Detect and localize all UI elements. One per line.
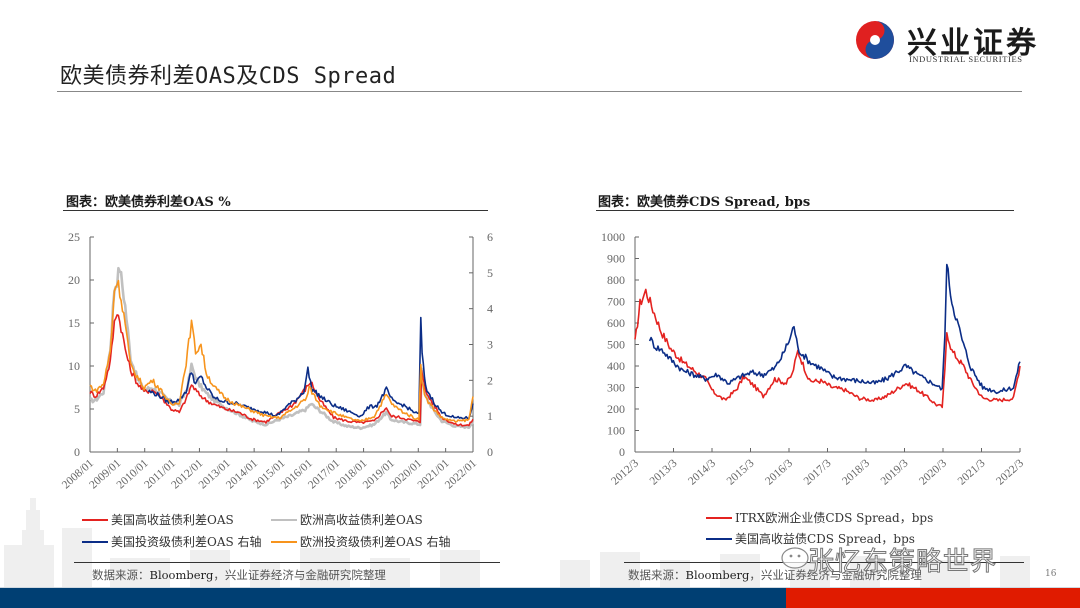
y-tick-label-right: 4 bbox=[487, 302, 493, 316]
footer-divider bbox=[0, 587, 1080, 588]
legend-swatch bbox=[271, 518, 297, 521]
y-tick-label-left: 10 bbox=[68, 359, 80, 373]
y-tick-label-left: 0 bbox=[619, 445, 625, 459]
source-prefix: 数据来源： bbox=[628, 568, 686, 582]
source-org: Bloomberg bbox=[149, 568, 214, 582]
series-line-2 bbox=[89, 314, 474, 427]
x-tick-label: 2013/3 bbox=[648, 457, 680, 487]
city-skyline-decoration bbox=[4, 498, 1030, 588]
x-tick-label: 2022/01 bbox=[443, 457, 479, 491]
y-tick-label-left: 500 bbox=[607, 338, 625, 352]
legend-swatch bbox=[706, 516, 732, 519]
legend-swatch bbox=[706, 537, 732, 540]
charts-canvas: 051015202501234562008/012009/012010/0120… bbox=[60, 230, 1026, 491]
legend-item-us-ig-oas: 美国投资级债利差OAS 右轴 bbox=[82, 533, 262, 550]
series-line-2 bbox=[648, 263, 1021, 395]
left-source-rule bbox=[74, 562, 500, 563]
logo-name-en: INDUSTRIAL SECURITIES bbox=[909, 54, 1023, 64]
title-divider bbox=[57, 91, 1022, 92]
y-tick-label-right: 5 bbox=[487, 266, 493, 280]
series-line-1 bbox=[634, 288, 1021, 409]
cds-chart-title: 图表：欧美债券CDS Spread, bps bbox=[598, 195, 811, 210]
y-tick-label-left: 200 bbox=[607, 402, 625, 416]
legend-item-eu-ig-oas: 欧洲投资级债利差OAS 右轴 bbox=[271, 533, 451, 550]
footer-bar-blue bbox=[0, 588, 786, 608]
left-data-source: 数据来源：Bloomberg，兴业证券经济与金融研究院整理 bbox=[92, 567, 386, 583]
x-tick-label: 2022/3 bbox=[994, 457, 1026, 487]
company-logo: 兴业证券 INDUSTRIAL SECURITIES bbox=[855, 18, 1070, 68]
x-tick-label: 2015/3 bbox=[725, 457, 757, 487]
legend-label: 欧洲高收益债利差OAS bbox=[300, 513, 423, 527]
logo-swirl-icon bbox=[856, 21, 894, 59]
footer-bar-red bbox=[786, 588, 1080, 608]
y-tick-label-left: 15 bbox=[68, 316, 80, 330]
y-tick-label-left: 25 bbox=[68, 230, 80, 244]
source-prefix: 数据来源： bbox=[92, 568, 150, 582]
y-tick-label-left: 1000 bbox=[601, 230, 625, 244]
x-tick-label: 2020/3 bbox=[917, 457, 949, 487]
wechat-icon bbox=[781, 547, 809, 569]
y-tick-label-right: 3 bbox=[487, 338, 493, 352]
watermark-text: 张忆东策略世界 bbox=[807, 547, 998, 578]
source-org: Bloomberg bbox=[685, 568, 750, 582]
y-tick-label-left: 300 bbox=[607, 381, 625, 395]
legend-swatch bbox=[82, 518, 108, 521]
oas-chart-title-rule bbox=[63, 210, 488, 211]
y-tick-label-left: 0 bbox=[74, 445, 80, 459]
oas-chart-title: 图表：欧美债券利差OAS % bbox=[66, 195, 231, 210]
x-tick-label: 2017/3 bbox=[802, 457, 834, 487]
x-tick-label: 2018/3 bbox=[840, 457, 872, 487]
legend-label: 美国高收益债利差OAS bbox=[111, 513, 234, 527]
y-tick-label-left: 400 bbox=[607, 359, 625, 373]
source-suffix: ，兴业证券经济与金融研究院整理 bbox=[749, 568, 922, 582]
x-tick-label: 2016/3 bbox=[763, 457, 795, 487]
y-tick-label-right: 1 bbox=[487, 409, 493, 423]
y-tick-label-left: 5 bbox=[74, 402, 80, 416]
legend-item-us-hy-oas: 美国高收益债利差OAS bbox=[82, 511, 234, 528]
y-tick-label-left: 100 bbox=[607, 424, 625, 438]
logo-name-cn: 兴业证券 bbox=[907, 26, 1039, 61]
series-line-4 bbox=[89, 279, 474, 423]
legend-label: 欧洲投资级债利差OAS 右轴 bbox=[300, 535, 451, 549]
legend-item-itrx-cds: ITRX欧洲企业债CDS Spread，bps bbox=[706, 509, 933, 526]
y-tick-label-right: 0 bbox=[487, 445, 493, 459]
x-tick-label: 2014/3 bbox=[686, 457, 718, 487]
legend-label: 美国投资级债利差OAS 右轴 bbox=[111, 535, 262, 549]
y-tick-label-left: 900 bbox=[607, 252, 625, 266]
x-tick-label: 2021/3 bbox=[956, 457, 988, 487]
y-tick-label-right: 2 bbox=[487, 373, 493, 387]
page-title: 欧美债券利差OAS及CDS Spread bbox=[60, 64, 397, 89]
x-tick-label: 2019/3 bbox=[879, 457, 911, 487]
x-tick-label: 2012/3 bbox=[609, 457, 641, 487]
series-line-1 bbox=[89, 266, 475, 431]
page-number: 16 bbox=[1045, 569, 1057, 579]
legend-label: ITRX欧洲企业债CDS Spread，bps bbox=[735, 511, 934, 525]
legend-item-eu-hy-oas: 欧洲高收益债利差OAS bbox=[271, 511, 423, 528]
cds-chart-title-rule bbox=[596, 210, 1014, 211]
y-tick-label-right: 6 bbox=[487, 230, 493, 244]
legend-swatch bbox=[271, 540, 297, 543]
oas-chart: 051015202501234562008/012009/012010/0120… bbox=[60, 230, 493, 491]
y-tick-label-left: 20 bbox=[68, 273, 80, 287]
source-suffix: ，兴业证券经济与金融研究院整理 bbox=[213, 568, 386, 582]
legend-label: 美国高收益债CDS Spread，bps bbox=[735, 532, 915, 546]
y-tick-label-left: 800 bbox=[607, 273, 625, 287]
y-tick-label-left: 600 bbox=[607, 316, 625, 330]
legend-swatch bbox=[82, 540, 108, 543]
right-data-source: 数据来源：Bloomberg，兴业证券经济与金融研究院整理 bbox=[628, 567, 922, 583]
right-source-rule bbox=[624, 562, 1024, 563]
legend-item-us-hy-cds: 美国高收益债CDS Spread，bps bbox=[706, 530, 915, 547]
y-tick-label-left: 700 bbox=[607, 295, 625, 309]
